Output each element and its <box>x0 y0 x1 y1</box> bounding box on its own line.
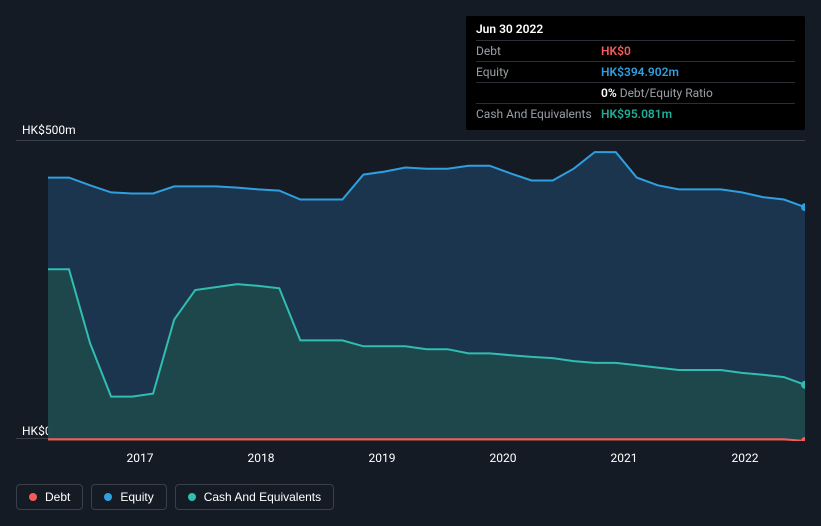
legend-item-equity[interactable]: Equity <box>91 484 166 510</box>
legend-item-cash-and-equivalents[interactable]: Cash And Equivalents <box>175 484 334 510</box>
tooltip-key: Cash And Equivalents <box>476 107 601 121</box>
legend-label: Equity <box>120 490 153 504</box>
tooltip-value: 0% Debt/Equity Ratio <box>601 86 713 100</box>
legend-item-debt[interactable]: Debt <box>16 484 83 510</box>
x-axis-tick: 2018 <box>248 451 275 465</box>
legend-dot-icon <box>188 493 196 501</box>
legend-dot-icon <box>29 493 37 501</box>
legend-dot-icon <box>104 493 112 501</box>
tooltip-value: HK$394.902m <box>601 65 679 79</box>
tooltip-value: HK$95.081m <box>601 107 672 121</box>
legend-label: Cash And Equivalents <box>204 490 321 504</box>
tooltip-row: DebtHK$0 <box>476 40 795 61</box>
tooltip-value: HK$0 <box>601 44 631 58</box>
x-axis-tick: 2022 <box>732 451 759 465</box>
x-axis-tick: 2021 <box>611 451 638 465</box>
area-chart[interactable] <box>48 145 805 441</box>
tooltip-key: Equity <box>476 65 601 79</box>
x-axis-tick: 2017 <box>127 451 154 465</box>
tooltip-row: EquityHK$394.902m <box>476 61 795 82</box>
x-axis-tick: 2019 <box>369 451 396 465</box>
tooltip-row: 0% Debt/Equity Ratio <box>476 82 795 103</box>
chart-tooltip: Jun 30 2022 DebtHK$0EquityHK$394.902m0% … <box>466 16 805 130</box>
y-gridline-top <box>16 140 805 141</box>
tooltip-row: Cash And EquivalentsHK$95.081m <box>476 103 795 124</box>
y-axis-label-top: HK$500m <box>22 123 76 137</box>
x-axis-tick: 2020 <box>490 451 517 465</box>
tooltip-key: Debt <box>476 44 601 58</box>
chart-legend: Debt Equity Cash And Equivalents <box>16 484 334 510</box>
tooltip-date: Jun 30 2022 <box>476 22 795 40</box>
tooltip-key <box>476 86 601 100</box>
legend-label: Debt <box>45 490 70 504</box>
